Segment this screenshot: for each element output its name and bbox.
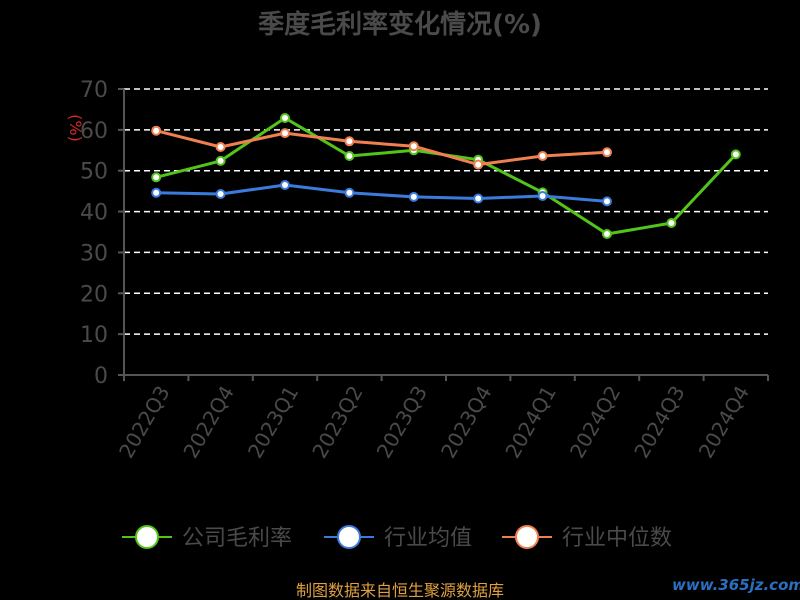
x-tick-labels: 2022Q3 2022Q4 2023Q1 2023Q2 2023Q3 2023Q4 2024… (114, 382, 754, 463)
x-tick-2024Q4: 2024Q4 (694, 382, 754, 463)
point-1-2023Q1[interactable] (280, 180, 290, 190)
point-2-2023Q4[interactable] (473, 159, 484, 170)
chart-title: 季度毛利率变化情况(%) (258, 9, 542, 40)
point-1-2022Q3[interactable] (151, 187, 162, 198)
y-tick-0: 0 (94, 364, 108, 389)
point-0-2024Q4[interactable] (730, 149, 741, 160)
point-1-2023Q3[interactable] (408, 191, 419, 202)
series-line-1 (156, 183, 608, 203)
watermark: www.365jz.com (672, 576, 800, 594)
y-tick-30: 30 (80, 241, 108, 266)
x-tick-2023Q2: 2023Q2 (307, 382, 367, 463)
x-tick-2023Q1: 2023Q1 (243, 382, 303, 463)
legend-swatch-marker-0 (135, 525, 159, 549)
x-tick-2023Q4: 2023Q4 (436, 382, 496, 463)
legend-item-0[interactable]: 公司毛利率 (122, 525, 292, 551)
x-tick-2023Q3: 2023Q3 (372, 382, 432, 463)
legend-label-0: 公司毛利率 (182, 526, 292, 551)
series-0 (151, 113, 741, 239)
point-1-2022Q4[interactable] (215, 189, 226, 199)
y-tick-20: 20 (80, 282, 108, 307)
axes (118, 88, 769, 381)
legend[interactable]: 公司毛利率 行业均值 行业中位数 (122, 525, 672, 551)
y-tick-40: 40 (80, 201, 108, 226)
legend-item-1[interactable]: 行业均值 (324, 525, 472, 551)
x-tick-2024Q2: 2024Q2 (565, 382, 625, 463)
legend-label-1: 行业均值 (384, 526, 472, 551)
point-2-2022Q3[interactable] (151, 125, 162, 136)
point-1-2023Q2[interactable] (344, 187, 355, 198)
legend-swatch-marker-2 (515, 525, 539, 549)
point-0-2022Q4[interactable] (215, 155, 226, 166)
point-0-2023Q2[interactable] (344, 151, 355, 161)
y-tick-60: 60 (80, 119, 108, 144)
series-1 (151, 180, 612, 207)
point-2-2023Q3[interactable] (408, 141, 419, 152)
x-tick-2024Q3: 2024Q3 (629, 382, 689, 463)
point-1-2023Q4[interactable] (473, 193, 484, 204)
point-1-2024Q1[interactable] (537, 191, 548, 201)
y-tick-labels: 0 10 20 30 40 50 60 70 (80, 78, 108, 389)
source-note: 制图数据来自恒生聚源数据库 (296, 581, 504, 600)
point-0-2022Q3[interactable] (151, 172, 162, 183)
series-lines (151, 113, 741, 239)
point-2-2024Q1[interactable] (537, 151, 548, 161)
series-line-0 (155, 116, 737, 236)
y-tick-50: 50 (80, 160, 108, 185)
point-1-2024Q2[interactable] (602, 196, 612, 207)
point-0-2023Q1[interactable] (280, 113, 290, 123)
series-2 (151, 125, 612, 170)
x-tick-2024Q1: 2024Q1 (500, 382, 560, 463)
y-tick-70: 70 (80, 78, 108, 103)
point-2-2023Q2[interactable] (344, 136, 355, 147)
point-2-2024Q2[interactable] (602, 147, 612, 158)
y-axis-label: (%) (66, 114, 85, 142)
legend-item-2[interactable]: 行业中位数 (502, 525, 672, 551)
legend-swatch-marker-1 (337, 525, 361, 549)
grid-lines (124, 88, 768, 335)
x-tick-2022Q3: 2022Q3 (114, 382, 174, 463)
point-0-2024Q2[interactable] (602, 229, 612, 239)
series-line-2 (155, 129, 608, 167)
point-0-2024Q3[interactable] (666, 218, 677, 228)
y-tick-10: 10 (80, 323, 108, 348)
legend-label-2: 行业中位数 (562, 526, 672, 551)
x-tick-2022Q4: 2022Q4 (178, 382, 238, 463)
point-2-2023Q1[interactable] (280, 128, 290, 139)
point-2-2022Q4[interactable] (215, 142, 226, 152)
